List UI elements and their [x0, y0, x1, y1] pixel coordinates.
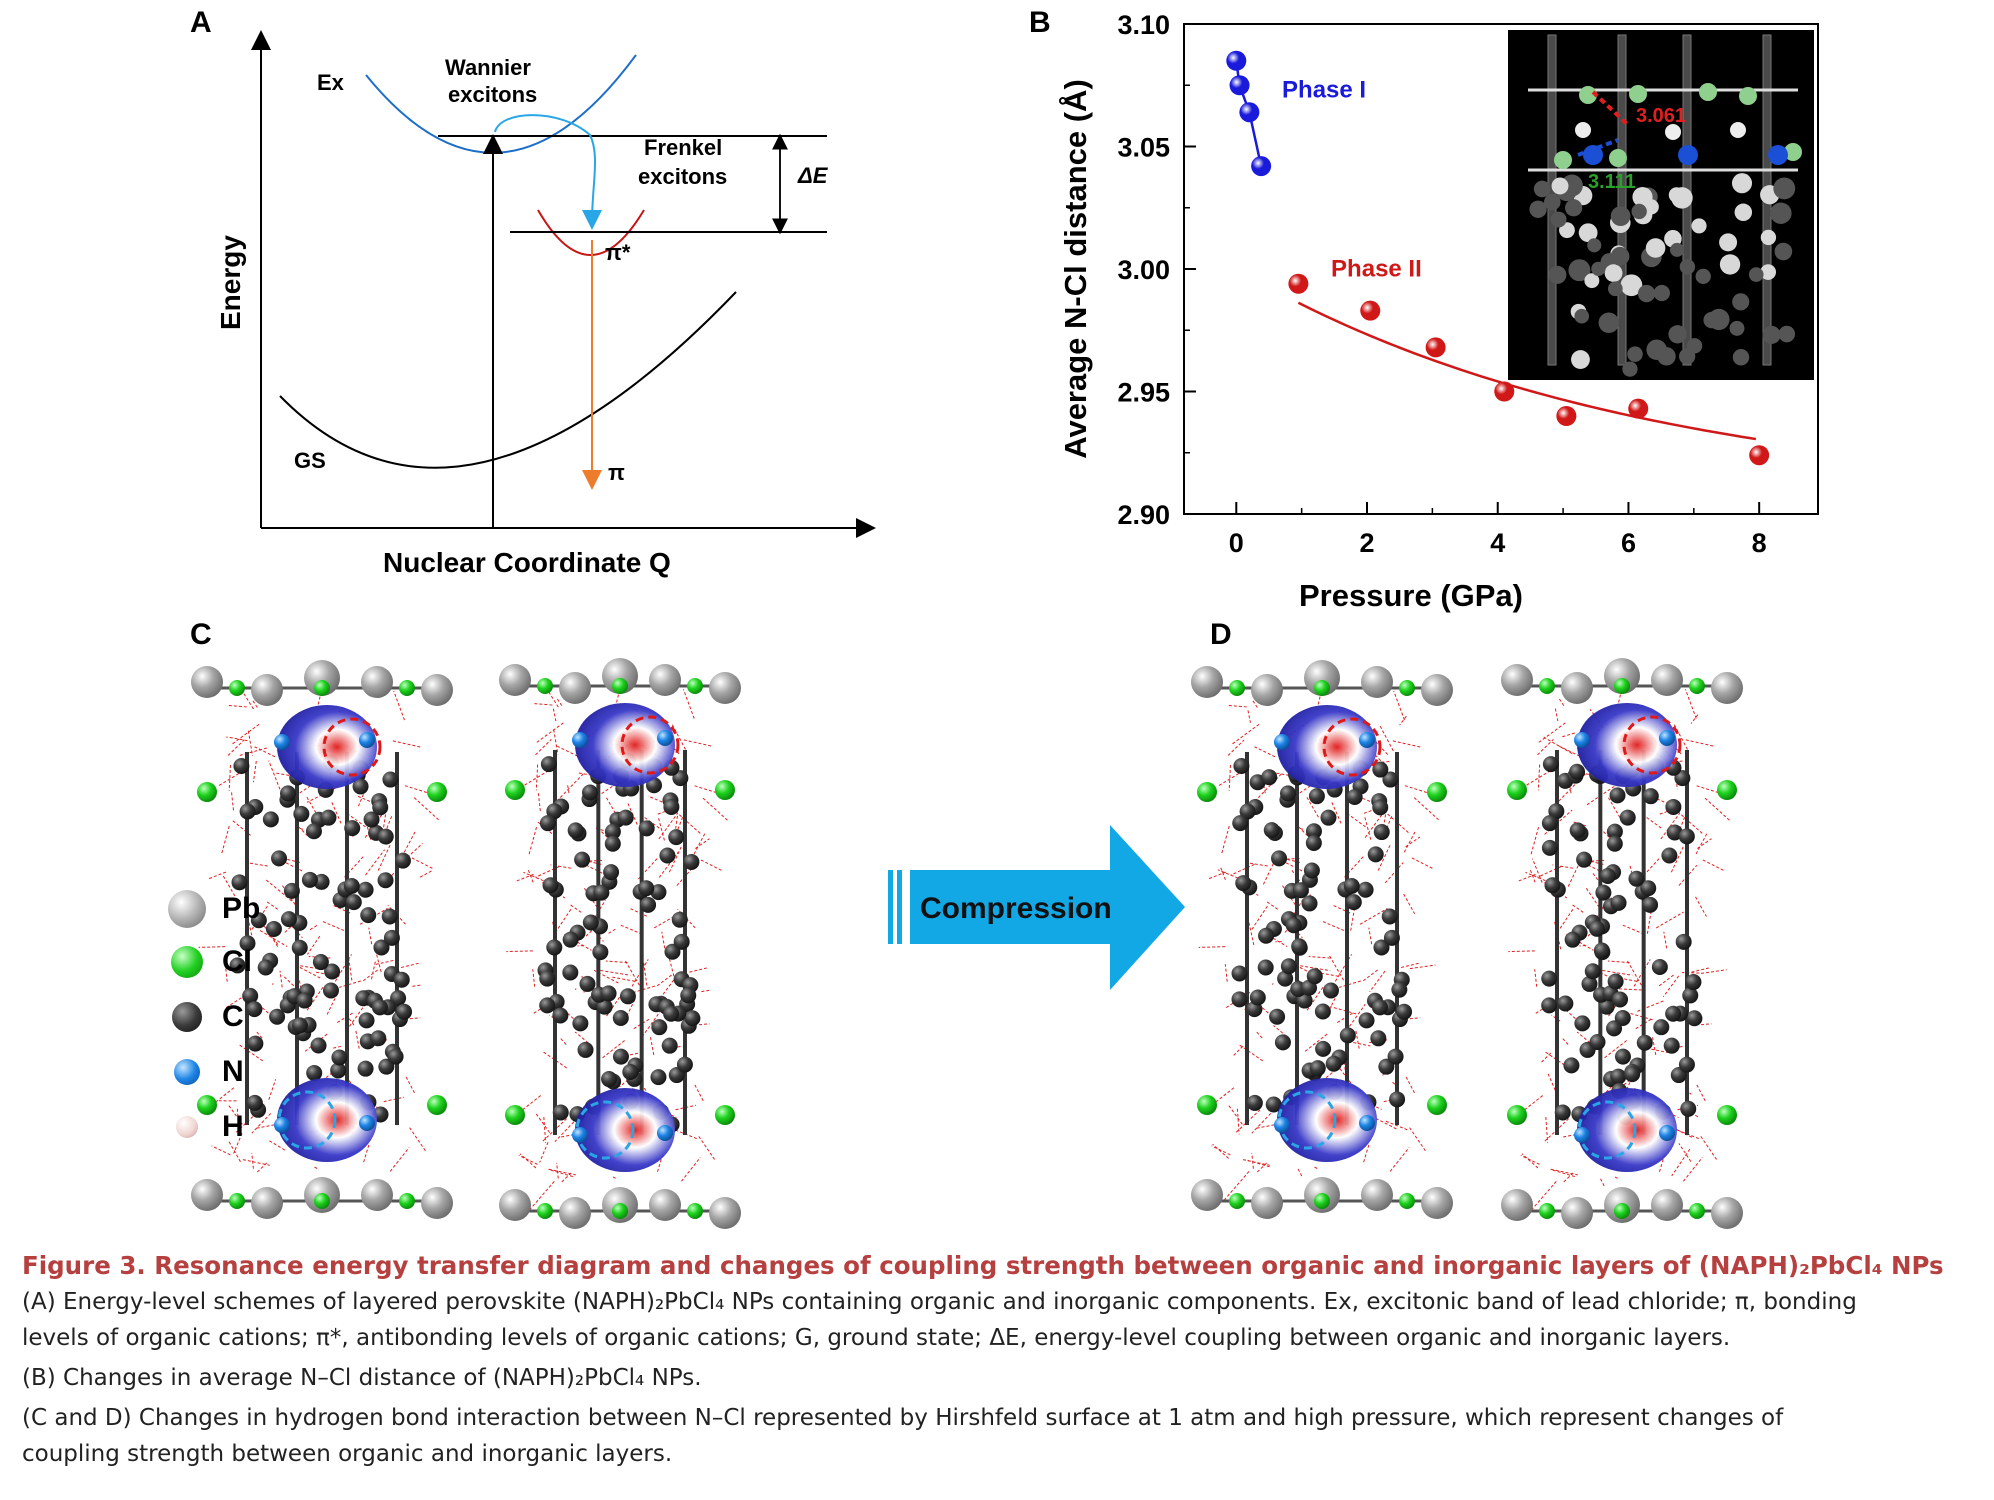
b-series-label-1: Phase II: [1331, 255, 1422, 282]
frenkel-curve: [537, 209, 645, 256]
b-y-tick-label: 3.00: [1117, 255, 1170, 285]
b-x-tick-label: 2: [1359, 528, 1374, 558]
b-data-point: [1239, 102, 1260, 123]
b-series-label-0: Phase I: [1282, 77, 1366, 104]
structure-model: [191, 660, 453, 1219]
energy-transfer-arrow: [494, 114, 603, 230]
caption-title: Figure 3. Resonance energy transfer diag…: [22, 1251, 1944, 1280]
b-inset-label-1: 3.061: [1636, 105, 1686, 127]
b-x-tick-label: 8: [1752, 528, 1767, 558]
b-x-tick-label: 0: [1229, 528, 1244, 558]
b-x-tick-label: 4: [1490, 528, 1505, 558]
frenkel-label-2: excitons: [638, 164, 727, 189]
legend-item-cl: Cl: [171, 945, 252, 979]
legend-item-pb: Pb: [168, 890, 260, 928]
caption-line-5: coupling strength between organic and in…: [22, 1441, 673, 1467]
a-y-label: Energy: [215, 235, 246, 330]
b-data-point: [1226, 50, 1247, 71]
panel-b-chart: 2.90 2.95 3.00 3.05 3.10 0 2 4 6 8 Pressure (GPa) A…: [1058, 10, 1819, 613]
gs-curve: [279, 291, 737, 469]
b-data-point: [1749, 445, 1770, 466]
legend-item-n: N: [174, 1055, 244, 1089]
panel-a-letter: A: [190, 6, 212, 39]
figure-caption: Figure 3. Resonance energy transfer diag…: [22, 1250, 1972, 1474]
structure-model: [499, 658, 741, 1229]
pi-star-label: π*: [605, 240, 631, 265]
panel-c-letter: C: [190, 618, 212, 651]
legend-label: H: [222, 1110, 244, 1143]
b-inset-label-2: 3.111: [1588, 171, 1636, 193]
legend-label: C: [222, 1000, 244, 1033]
legend-atom-ball: [174, 1059, 200, 1085]
caption-line-4: (C and D) Changes in hydrogen bond inter…: [22, 1405, 1784, 1431]
structure-model: [1501, 658, 1743, 1229]
crystal-structures: [191, 658, 1743, 1229]
b-data-point: [1628, 398, 1649, 419]
legend-atom-ball: [171, 946, 203, 978]
caption-line-3: (B) Changes in average N–Cl distance of …: [22, 1365, 702, 1391]
a-x-label: Nuclear Coordinate Q: [383, 547, 671, 578]
b-y-tick-label: 2.90: [1117, 500, 1170, 530]
panel-a-energy-diagram: Ex Wannier excitons Frenkel excitons ΔE …: [215, 30, 876, 578]
b-series-0: Phase I: [1226, 50, 1366, 177]
compression-arrow: Compression: [888, 825, 1185, 990]
wannier-label-2: excitons: [448, 82, 537, 107]
gs-label: GS: [294, 448, 326, 473]
legend-label: N: [222, 1055, 244, 1088]
structure-model: [1191, 660, 1453, 1219]
b-data-point: [1425, 337, 1446, 358]
b-series-1: Phase II: [1288, 255, 1770, 466]
b-y-tick-label: 3.05: [1117, 133, 1170, 163]
panel-d-letter: D: [1210, 618, 1232, 651]
b-inset-structure: 3.061 3.111: [1508, 30, 1814, 380]
b-x-label: Pressure (GPa): [1299, 578, 1523, 613]
legend-label: Pb: [222, 892, 261, 925]
b-data-point: [1229, 75, 1250, 96]
b-data-point: [1494, 381, 1515, 402]
b-y-tick-label: 3.10: [1117, 10, 1170, 40]
b-data-point: [1288, 273, 1309, 294]
legend-atom-ball: [172, 1002, 202, 1032]
legend-label: Cl: [222, 945, 252, 978]
legend-item-h: H: [176, 1110, 244, 1144]
b-data-point: [1556, 406, 1577, 426]
legend-atom-ball: [168, 890, 206, 928]
panel-b-letter: B: [1029, 6, 1051, 39]
caption-line-2: levels of organic cations; π*, antibondi…: [22, 1325, 1731, 1351]
b-data-point: [1251, 156, 1272, 177]
ex-label: Ex: [317, 70, 345, 95]
compression-label: Compression: [920, 892, 1112, 925]
b-y-tick-label: 2.95: [1117, 378, 1170, 408]
b-x-tick-label: 6: [1621, 528, 1636, 558]
b-series-line-1: [1297, 301, 1757, 441]
legend-item-c: C: [172, 1000, 244, 1034]
wannier-label: Wannier: [445, 55, 531, 80]
legend-atom-ball: [176, 1116, 198, 1138]
b-series-line-0: [1235, 60, 1263, 167]
b-data-point: [1360, 300, 1381, 321]
caption-line-1: (A) Energy-level schemes of layered pero…: [22, 1289, 1857, 1315]
delta-e-label: ΔE: [797, 163, 829, 188]
b-y-label: Average N-Cl distance (Å): [1058, 79, 1093, 459]
frenkel-label: Frenkel: [644, 135, 722, 160]
pi-label: π: [608, 460, 625, 485]
